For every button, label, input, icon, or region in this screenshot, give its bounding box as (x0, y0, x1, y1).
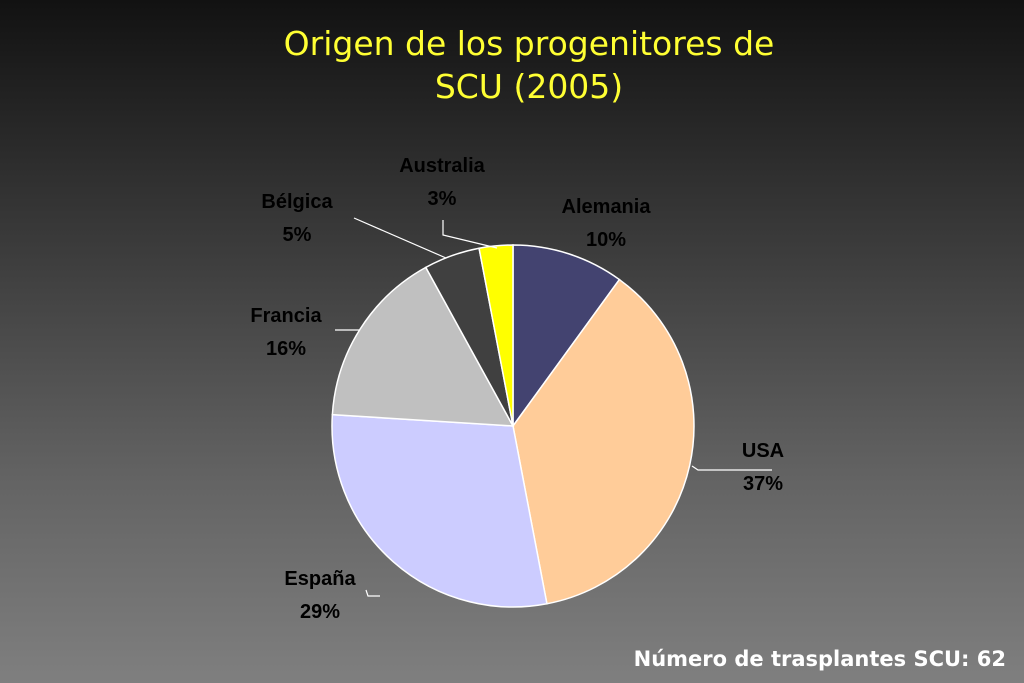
chart-title: Origen de los progenitores de SCU (2005) (0, 22, 1024, 108)
pie-slice-francia (331, 266, 515, 427)
pie-slice-australia (478, 244, 514, 427)
slice-percent-usa: 37% (743, 473, 783, 495)
slice-label-españa: España (284, 568, 356, 590)
slice-label-francia: Francia (250, 305, 322, 327)
leader-line-bélgica (353, 217, 447, 259)
slice-labels: Alemania 10% USA 37% España 29% Francia 16% Bélg… (250, 155, 784, 623)
slice-label-australia: Australia (399, 155, 485, 177)
slice-percent-australia: 3% (428, 188, 457, 210)
slice-label-bélgica: Bélgica (261, 191, 333, 213)
pie-slice-alemania (512, 244, 621, 429)
leader-line-usa (691, 465, 772, 471)
slice-percent-francia: 16% (266, 338, 306, 360)
slice-percent-bélgica: 5% (283, 224, 312, 246)
label-leader-lines (335, 217, 772, 597)
leader-line-españa (365, 589, 380, 597)
slice-percent-alemania: 10% (586, 229, 626, 251)
slice-label-usa: USA (742, 440, 784, 462)
slice-percent-españa: 29% (300, 601, 340, 623)
leader-line-australia (442, 220, 498, 249)
chart-title-line-2: SCU (2005) (434, 67, 624, 106)
slice-label-alemania: Alemania (562, 196, 652, 218)
pie-slices (331, 244, 695, 608)
pie-slice-españa (331, 413, 548, 608)
chart-title-line-1: Origen de los progenitores de (283, 24, 775, 63)
pie-slice-usa (512, 278, 695, 605)
transplant-count-note: Número de trasplantes SCU: 62 (633, 647, 1006, 671)
